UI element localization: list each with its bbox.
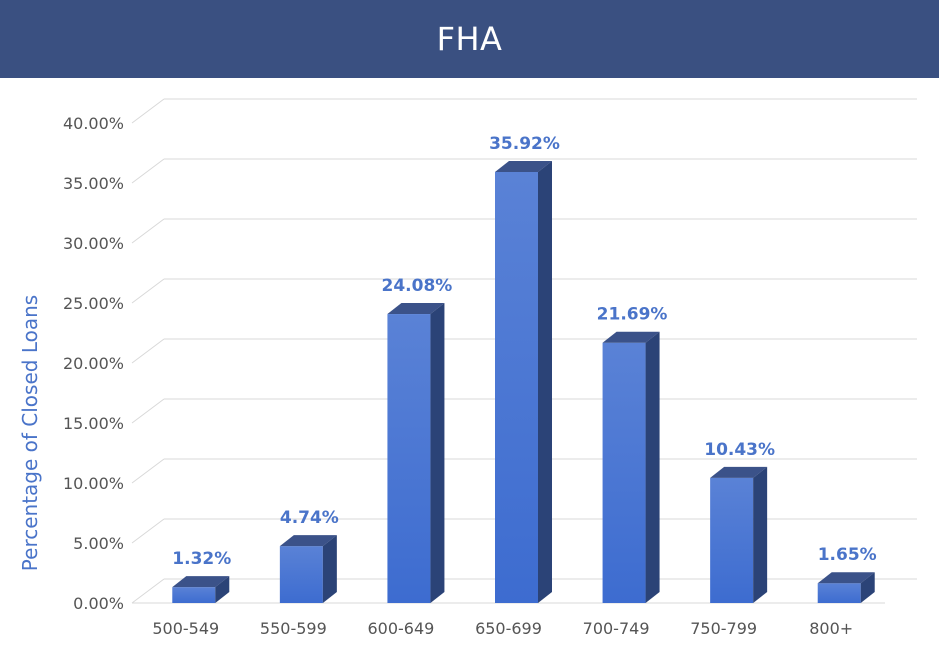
y-tick-label: 5.00% <box>73 534 124 553</box>
y-tick-label: 25.00% <box>63 294 124 313</box>
bar-chart: 0.00% 5.00% 10.00% 15.00% 20.00% 25.00% 30.00%… <box>63 98 917 638</box>
chart-area: 0.00% 5.00% 10.00% 15.00% 20.00% 25.00% 30.00%… <box>0 78 939 658</box>
data-label: 1.32% <box>172 549 231 569</box>
y-tick-label: 10.00% <box>63 474 124 493</box>
y-axis-label: Percentage of Closed Loans <box>18 294 42 572</box>
x-tick-label: 650-699 <box>475 619 542 638</box>
bar <box>602 331 660 603</box>
bar <box>817 572 875 603</box>
bar <box>387 303 445 603</box>
gridline <box>131 98 917 124</box>
y-tick-label: 40.00% <box>63 114 124 133</box>
x-tick-label: 750-799 <box>690 619 757 638</box>
bar <box>495 160 552 603</box>
x-tick-label: 550-599 <box>260 619 327 638</box>
x-tick-label: 700-749 <box>583 619 650 638</box>
data-label: 24.08% <box>382 276 453 296</box>
y-tick-label: 20.00% <box>63 354 124 373</box>
x-tick-label: 500-549 <box>152 619 219 638</box>
data-label: 35.92% <box>489 134 560 154</box>
bar <box>279 535 337 603</box>
data-label: 21.69% <box>597 305 668 325</box>
data-label: 10.43% <box>704 440 775 460</box>
y-tick-label: 30.00% <box>63 234 124 253</box>
y-tick-label: 0.00% <box>73 594 124 613</box>
y-tick-label: 35.00% <box>63 174 124 193</box>
chart-title-banner: FHA <box>0 0 939 78</box>
data-label: 4.74% <box>280 508 339 528</box>
chart-title: FHA <box>436 20 503 58</box>
bar <box>710 466 768 603</box>
y-tick-label: 15.00% <box>63 414 124 433</box>
x-tick-label: 600-649 <box>367 619 434 638</box>
x-tick-label: 800+ <box>809 619 853 638</box>
data-label: 1.65% <box>818 545 877 565</box>
gridline <box>131 158 917 184</box>
bar <box>172 576 230 603</box>
